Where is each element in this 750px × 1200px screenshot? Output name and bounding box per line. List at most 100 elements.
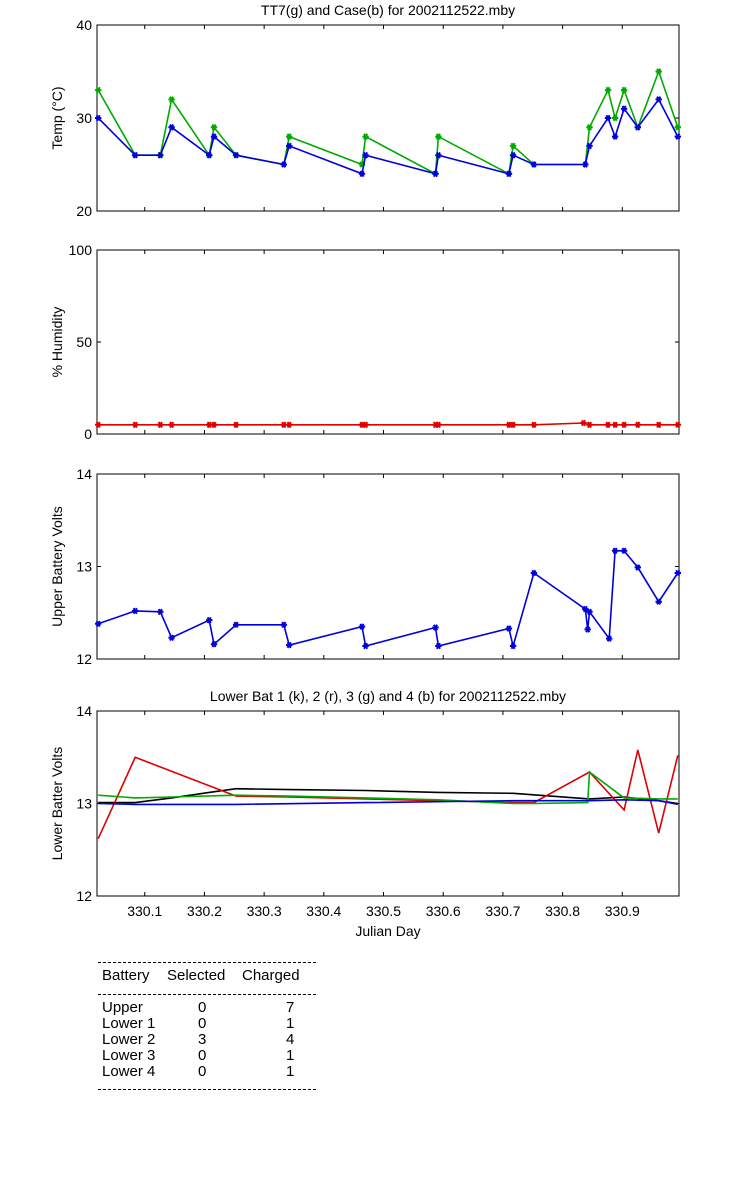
- data-point-marker: [132, 151, 139, 159]
- data-point-marker: [674, 421, 681, 429]
- table-header-rule: [98, 994, 316, 995]
- data-point-marker: [505, 625, 513, 632]
- series-line: [97, 749, 679, 840]
- data-point-marker: [611, 133, 619, 140]
- data-point-marker: [674, 133, 681, 140]
- data-point-marker: [634, 564, 641, 571]
- data-point-marker: [586, 608, 593, 616]
- data-point-marker: [586, 124, 593, 131]
- data-point-marker: [157, 421, 164, 429]
- y-tick-label: 50: [76, 334, 92, 350]
- table-header-selected: Selected: [167, 967, 226, 984]
- data-point-marker: [530, 161, 538, 168]
- data-point-marker: [584, 626, 591, 633]
- data-point-marker: [210, 133, 218, 140]
- data-point-marker: [620, 421, 628, 429]
- x-tick-label: 330.7: [485, 903, 520, 919]
- data-point-marker: [286, 641, 293, 649]
- data-point-marker: [604, 421, 612, 429]
- data-point-marker: [674, 124, 681, 131]
- data-point-marker: [286, 133, 293, 140]
- data-point-marker: [634, 124, 641, 131]
- table-cell-selected: 3: [198, 1031, 207, 1048]
- data-point-marker: [362, 151, 369, 159]
- data-point-marker: [530, 569, 538, 577]
- data-point-marker: [432, 624, 439, 631]
- plot-frame: [96, 710, 680, 897]
- data-point-marker: [655, 421, 662, 429]
- data-point-marker: [634, 421, 641, 429]
- data-point-marker: [435, 151, 442, 159]
- series-line: [97, 97, 679, 175]
- data-point-marker: [280, 621, 287, 629]
- data-point-marker: [157, 608, 164, 616]
- table-bottom-rule: [98, 1089, 316, 1090]
- table-cell-charged: 7: [286, 999, 295, 1016]
- data-point-marker: [232, 151, 240, 159]
- data-point-marker: [435, 133, 442, 140]
- y-tick-label: 100: [69, 242, 93, 258]
- data-point-marker: [606, 635, 613, 642]
- data-point-marker: [611, 421, 619, 429]
- data-point-marker: [168, 634, 175, 642]
- y-tick-label: 12: [76, 888, 92, 904]
- data-point-marker: [582, 161, 589, 168]
- data-point-marker: [210, 640, 218, 648]
- x-tick-label: 330.5: [366, 903, 401, 919]
- table-cell-selected: 0: [198, 1047, 207, 1064]
- data-point-marker: [586, 421, 593, 429]
- table-header-charged: Charged: [242, 967, 300, 984]
- data-point-marker: [620, 105, 628, 112]
- y-tick-label: 0: [84, 426, 92, 442]
- data-point-marker: [358, 623, 366, 630]
- x-axis-label: Julian Day: [355, 923, 420, 939]
- data-point-marker: [95, 86, 102, 94]
- data-point-marker: [611, 114, 619, 122]
- data-point-marker: [509, 151, 517, 159]
- data-point-marker: [362, 421, 369, 429]
- data-point-marker: [95, 114, 102, 122]
- data-point-marker: [210, 421, 218, 429]
- data-point-marker: [509, 142, 517, 150]
- data-point-marker: [530, 421, 538, 429]
- table-cell-charged: 1: [286, 1063, 295, 1080]
- data-point-marker: [232, 421, 240, 429]
- charts-figure: 20 30 40 TT7(g) and Case(b) for 2002112522.…: [49, 2, 681, 939]
- table-cell-charged: 1: [286, 1015, 295, 1032]
- data-point-marker: [655, 96, 662, 103]
- table-cell-selected: 0: [198, 999, 207, 1016]
- y-tick-label: 30: [76, 110, 92, 126]
- y-tick-label: 13: [76, 559, 92, 575]
- data-point-marker: [611, 547, 619, 555]
- data-point-marker: [168, 124, 175, 131]
- table-cell-battery: Lower 1: [102, 1015, 156, 1032]
- data-point-marker: [604, 86, 612, 94]
- y-axis-label: Temp (°C): [49, 86, 65, 149]
- series-line: [97, 69, 679, 176]
- data-point-marker: [674, 569, 681, 577]
- x-tick-label: 330.9: [605, 903, 640, 919]
- series-line: [97, 549, 679, 650]
- y-axis-label: % Humidity: [49, 307, 65, 378]
- data-point-marker: [168, 421, 175, 429]
- y-axis-label: Lower Batter Volts: [49, 747, 65, 861]
- data-point-marker: [362, 642, 369, 650]
- data-point-marker: [655, 68, 662, 75]
- data-point-marker: [435, 421, 442, 429]
- data-point-marker: [604, 114, 612, 122]
- table-cell-battery: Lower 3: [102, 1047, 156, 1064]
- data-point-marker: [95, 620, 102, 628]
- data-point-marker: [586, 142, 593, 150]
- table-cell-charged: 4: [286, 1031, 295, 1048]
- data-point-marker: [157, 151, 164, 159]
- table-cell-charged: 1: [286, 1047, 295, 1064]
- data-point-marker: [168, 96, 175, 103]
- y-tick-label: 14: [76, 703, 92, 719]
- table-top-rule: [98, 962, 316, 963]
- x-tick-label: 330.1: [127, 903, 162, 919]
- chart-title: TT7(g) and Case(b) for 2002112522.mby: [261, 2, 515, 18]
- data-point-marker: [432, 170, 439, 178]
- data-point-marker: [280, 161, 287, 168]
- data-point-marker: [206, 616, 213, 624]
- data-point-marker: [95, 421, 102, 429]
